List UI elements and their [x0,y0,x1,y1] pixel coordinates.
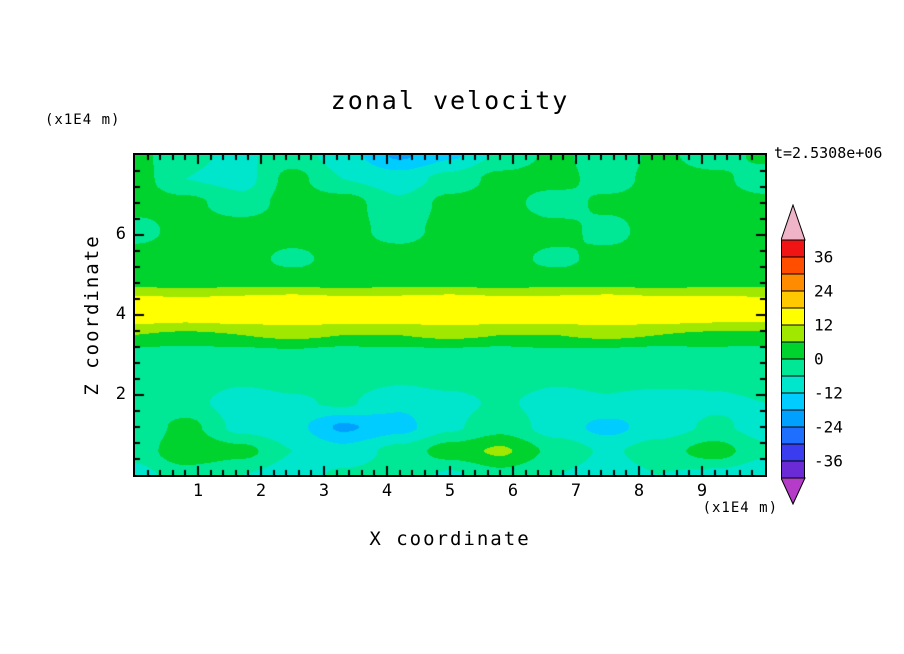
x-tick-label: 4 [381,481,393,501]
colorbar-band [781,409,805,428]
x-axis-title: X coordinate [369,528,531,550]
colorbar-band [781,392,805,411]
colorbar-tick-label: 24 [814,282,833,301]
plot-frame [133,153,767,477]
colorbar-over-arrow [780,203,806,241]
colorbar-band [781,256,805,275]
colorbar-band [781,375,805,394]
colorbar-tick-label: 36 [814,248,833,267]
x-axis-unit-label: (x1E4 m) [702,500,778,516]
x-tick-label: 7 [570,481,582,501]
colorbar-band [781,307,805,326]
x-tick-label: 3 [318,481,330,501]
colorbar-tick-label: -36 [814,452,843,471]
x-tick-label: 2 [255,481,267,501]
x-tick-label: 9 [696,481,708,501]
colorbar-band [781,443,805,462]
x-tick-label: 6 [507,481,519,501]
colorbar: 36 24 12 0 -12 -24 -36 [780,203,865,512]
colorbar-tick-label: 12 [814,316,833,335]
z-tick-label: 2 [115,384,126,404]
colorbar-under-arrow [780,477,806,506]
x-tick-label: 8 [633,481,645,501]
colorbar-band [781,358,805,377]
z-tick-label: 6 [115,224,126,244]
timestamp-label: t=2.5308e+06 [774,144,883,162]
colorbar-band [781,426,805,445]
colorbar-tick-label: -12 [814,384,843,403]
x-tick-label: 5 [444,481,456,501]
z-tick-label: 4 [115,304,126,324]
colorbar-tick-label: 0 [814,350,824,369]
colorbar-band [781,324,805,343]
colorbar-band [781,239,805,258]
colorbar-band [781,341,805,360]
colorbar-band [781,290,805,309]
page-title: zonal velocity [330,86,570,115]
z-axis-unit-label: (x1E4 m) [45,112,121,128]
colorbar-band [781,460,805,479]
contour-plot-canvas [135,155,765,475]
x-tick-label: 1 [192,481,204,501]
colorbar-band [781,273,805,292]
colorbar-tick-label: -24 [814,418,843,437]
